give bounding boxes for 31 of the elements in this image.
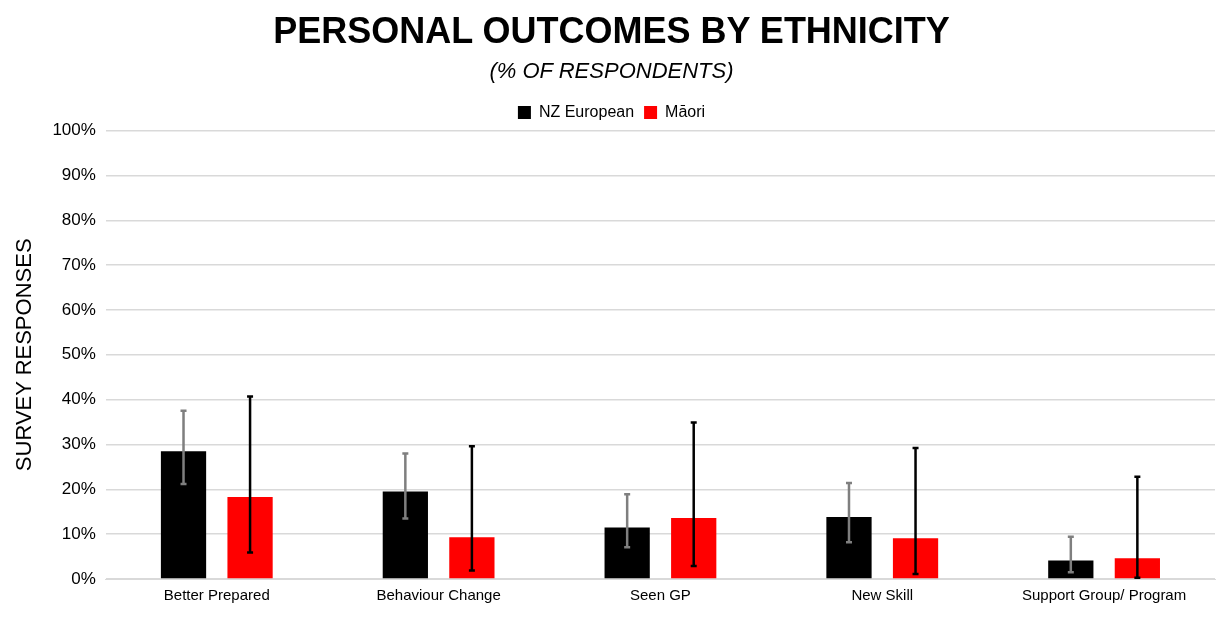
chart-title: PERSONAL OUTCOMES BY ETHNICITY [273, 9, 950, 51]
legend-label: NZ European [538, 103, 635, 121]
y-tick-label: 0% [71, 568, 96, 588]
bar [449, 537, 495, 579]
y-tick-label: 100% [52, 120, 96, 140]
bar [826, 517, 872, 579]
y-tick-label: 50% [61, 344, 96, 364]
x-tick-label: Seen GP [630, 586, 691, 604]
y-axis-title: SURVEY RESPONSES [11, 238, 37, 472]
bar [1048, 560, 1094, 579]
x-tick-label: New Skill [851, 586, 914, 604]
x-tick-label: Better Prepared [163, 586, 270, 604]
x-tick-label: Behaviour Change [376, 586, 501, 604]
x-tick-label: Support Group/ Program [1021, 586, 1187, 604]
bar [892, 538, 939, 579]
y-tick-label: 80% [61, 209, 96, 229]
bar [1114, 558, 1160, 579]
y-tick-label: 20% [61, 479, 96, 499]
y-tick-label: 90% [61, 165, 96, 185]
y-tick-label: 40% [61, 389, 96, 409]
y-tick-label: 70% [61, 254, 96, 274]
y-tick-label: 60% [61, 299, 96, 319]
bar [604, 527, 650, 579]
bar [227, 496, 273, 579]
bar [382, 491, 428, 579]
bar [160, 451, 207, 579]
y-tick-label: 10% [61, 523, 96, 543]
bar [671, 518, 717, 579]
chart-subtitle: (% OF RESPONDENTS) [489, 57, 734, 83]
legend-label: Māori [665, 103, 706, 121]
y-tick-label: 30% [61, 434, 96, 454]
